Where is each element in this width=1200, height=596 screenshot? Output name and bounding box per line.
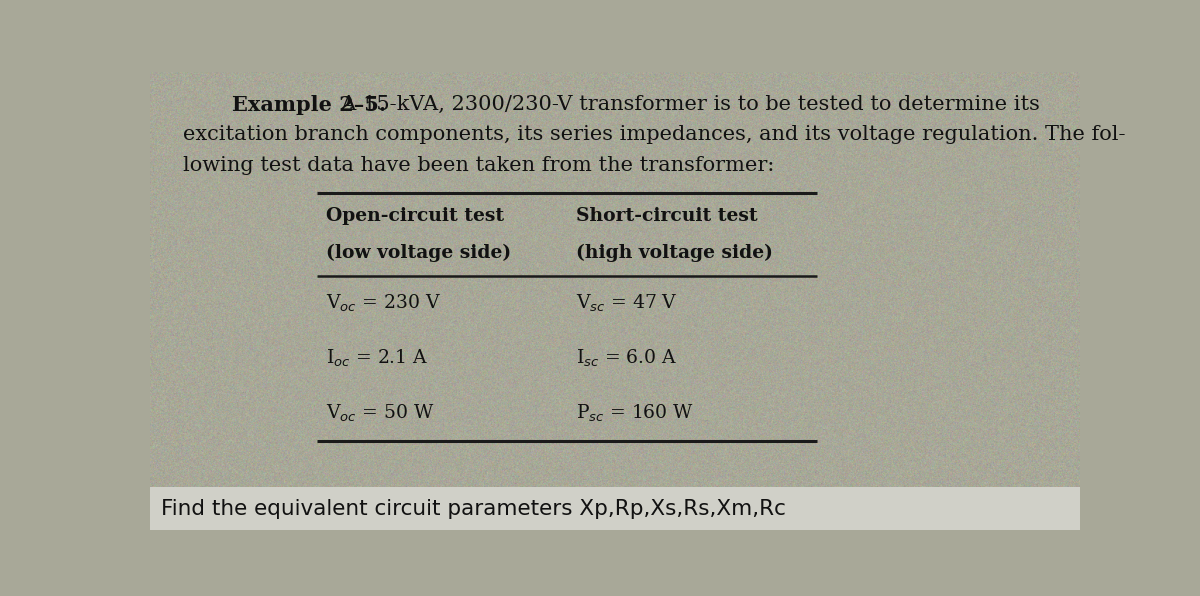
Text: (high voltage side): (high voltage side) xyxy=(576,244,773,262)
FancyBboxPatch shape xyxy=(150,488,1080,530)
Text: Open-circuit test: Open-circuit test xyxy=(326,207,504,225)
Text: V$_{sc}$ = 47 V: V$_{sc}$ = 47 V xyxy=(576,293,678,314)
Text: A 15-kVA, 2300/230-V transformer is to be tested to determine its: A 15-kVA, 2300/230-V transformer is to b… xyxy=(328,95,1039,114)
Text: I$_{oc}$ = 2.1 A: I$_{oc}$ = 2.1 A xyxy=(326,347,428,369)
Text: Short-circuit test: Short-circuit test xyxy=(576,207,757,225)
Text: excitation branch components, its series impedances, and its voltage regulation.: excitation branch components, its series… xyxy=(182,125,1126,144)
Text: Example 2–5.: Example 2–5. xyxy=(232,95,386,114)
Text: lowing test data have been taken from the transformer:: lowing test data have been taken from th… xyxy=(182,156,774,175)
Text: V$_{oc}$ = 230 V: V$_{oc}$ = 230 V xyxy=(326,293,440,314)
Text: (low voltage side): (low voltage side) xyxy=(326,244,511,262)
Text: P$_{sc}$ = 160 W: P$_{sc}$ = 160 W xyxy=(576,403,694,424)
Text: I$_{sc}$ = 6.0 A: I$_{sc}$ = 6.0 A xyxy=(576,347,677,369)
Text: V$_{oc}$ = 50 W: V$_{oc}$ = 50 W xyxy=(326,403,434,424)
Text: Find the equivalent circuit parameters Xp,Rp,Xs,Rs,Xm,Rc: Find the equivalent circuit parameters X… xyxy=(161,499,786,519)
